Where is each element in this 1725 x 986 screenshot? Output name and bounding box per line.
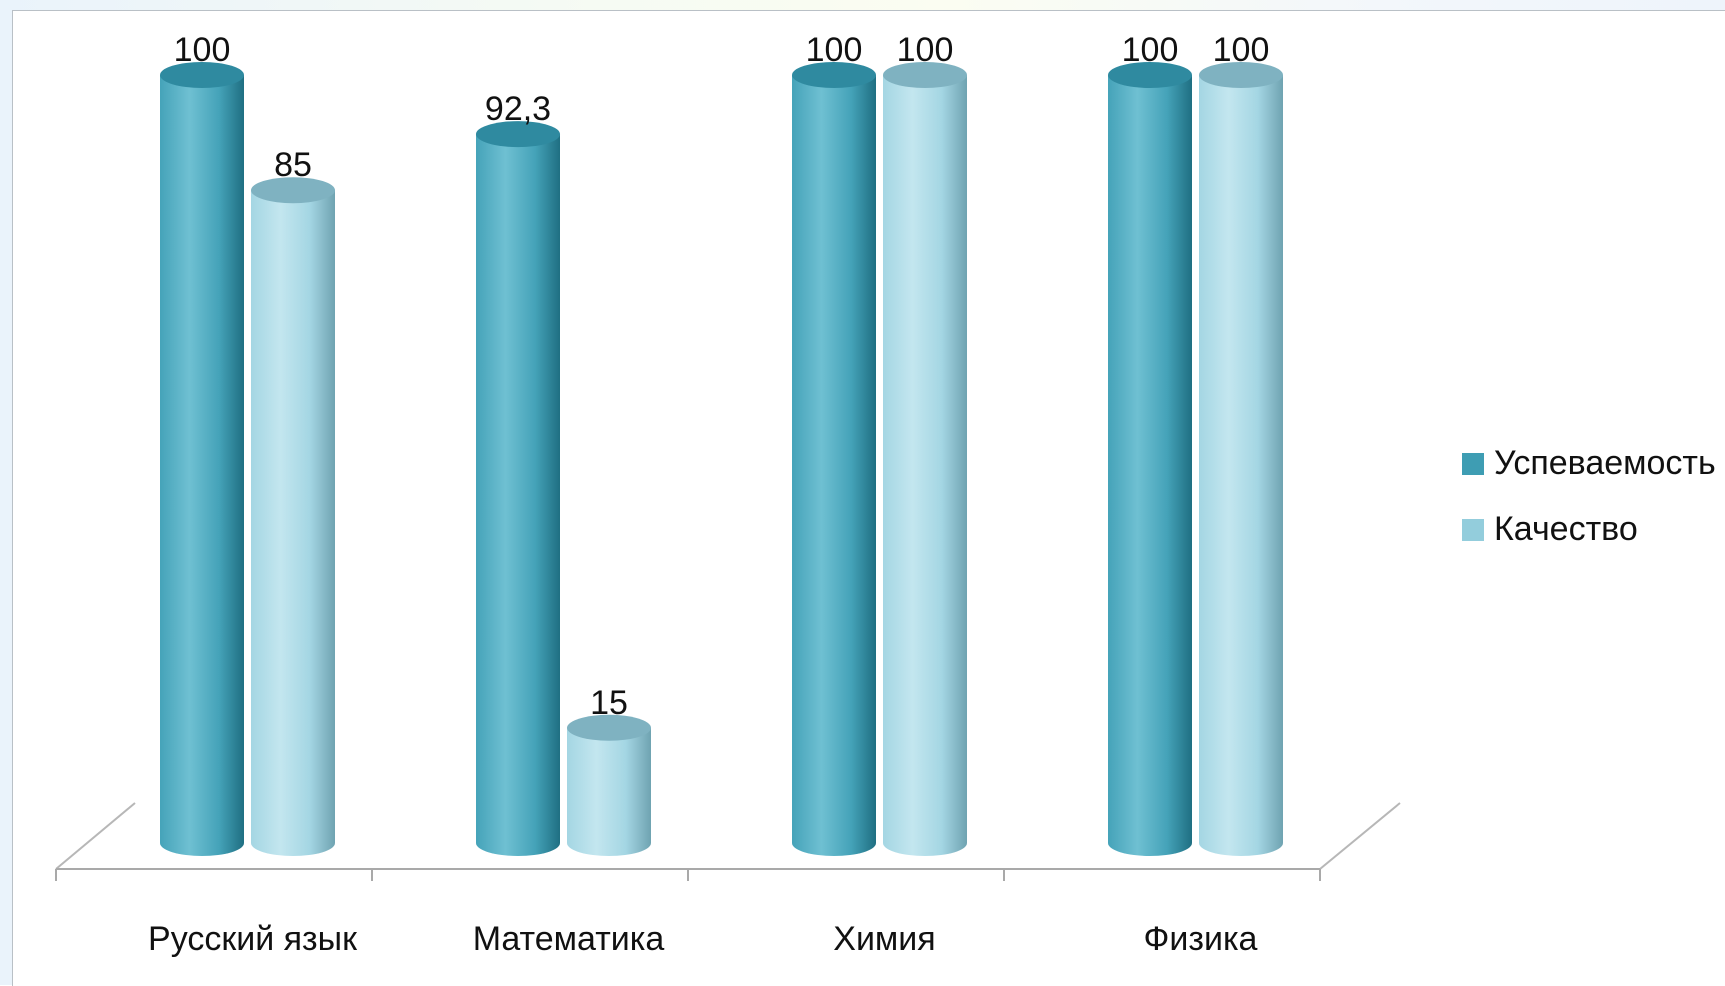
chart-floor [55,802,1401,881]
bar-top [476,121,560,148]
floor-right-edge [1319,802,1401,870]
data-labels-group: 100 85 92,3 15 100 100 100 100 [174,31,1270,722]
legend-label: Качество [1494,510,1638,548]
bar-body [1199,75,1283,856]
data-label: 100 [174,31,231,69]
data-label: 100 [1122,31,1179,69]
bar-top [883,62,967,88]
category-label: Русский язык [148,920,358,958]
bar-body [160,75,244,856]
bar-uspevaemost-1 [476,121,560,857]
bar-body [883,75,967,856]
data-label: 85 [274,146,312,184]
bar-body [792,75,876,856]
category-label: Физика [1144,920,1258,958]
bar-kachestvo-3 [1199,62,1283,856]
bar-uspevaemost-2 [792,62,876,856]
legend-swatch [1462,453,1484,475]
data-label: 100 [806,31,863,69]
bar-top [792,62,876,88]
data-label: 92,3 [485,90,551,128]
bar-kachestvo-2 [883,62,967,856]
legend: Успеваемость Качество [1462,444,1716,548]
bar-kachestvo-0 [251,177,335,856]
data-label: 15 [590,684,628,722]
data-label: 100 [897,31,954,69]
bar-top [251,177,335,204]
bar-body [476,134,560,857]
bar-top [1108,62,1192,88]
bar-uspevaemost-3 [1108,62,1192,856]
bar-body [1108,75,1192,856]
bar-top [160,62,244,88]
bar-body [251,190,335,856]
bar-uspevaemost-0 [160,62,244,856]
bar-top [567,714,651,741]
category-label: Математика [473,920,665,958]
floor-left-edge [55,802,136,870]
legend-swatch [1462,519,1484,541]
bar-top [1199,62,1283,88]
category-labels-group: Русский язык Математика Химия Физика [148,920,1258,958]
bar-body [567,727,651,856]
data-label: 100 [1213,31,1270,69]
bar-kachestvo-1 [567,714,651,856]
legend-label: Успеваемость [1494,444,1716,482]
bars-group [160,62,1283,857]
category-label: Химия [833,920,935,958]
